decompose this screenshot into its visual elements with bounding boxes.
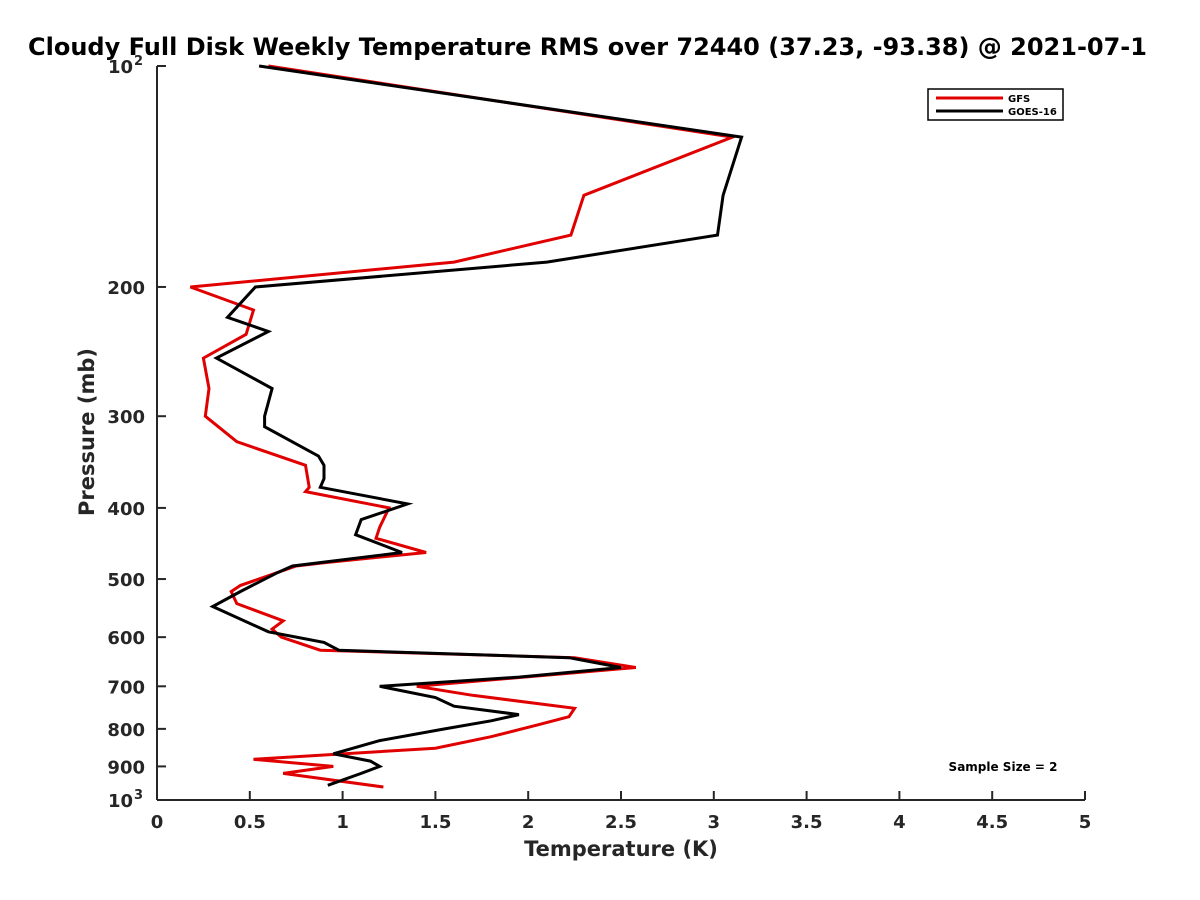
legend-label: GFS	[1008, 94, 1030, 105]
y-tick-label: 900	[107, 757, 145, 778]
chart-title: Cloudy Full Disk Weekly Temperature RMS …	[28, 33, 1147, 61]
series-group	[189, 64, 744, 789]
y-tick-label: 700	[107, 677, 145, 698]
y-tick-label: 300	[107, 407, 145, 428]
y-tick-base: 10	[108, 791, 133, 812]
legend-box	[927, 88, 1064, 121]
axes-background	[157, 66, 1085, 800]
legend: GFS GOES-16	[927, 88, 1064, 121]
y-tick-label: 500	[107, 570, 145, 591]
plot-area: 0 0.5 1 1.5 2 2.5 3 3.5 4 4.5 5 10 2200300400500600…	[107, 54, 1091, 833]
y-tick-label: 200	[107, 278, 145, 299]
x-tick-label: 1.5	[419, 812, 451, 833]
sample-size-annotation: Sample Size = 2	[949, 760, 1058, 774]
x-tick-label: 3	[708, 812, 721, 833]
x-tick-label: 0	[151, 812, 164, 833]
x-tick-label: 5	[1079, 812, 1092, 833]
x-tick-label: 3.5	[791, 812, 823, 833]
y-tick-label: 600	[107, 628, 145, 649]
y-tick-exponent: 2	[134, 54, 143, 69]
legend-label: GOES-16	[1008, 107, 1057, 118]
x-tick-label: 4.5	[976, 812, 1008, 833]
y-tick-label: 10	[108, 57, 133, 78]
x-axis-label: Temperature (K)	[524, 837, 718, 861]
y-axis-label: Pressure (mb)	[75, 348, 99, 516]
y-tick-exponent: 3	[134, 788, 143, 803]
y-tick-base: 10	[108, 57, 133, 78]
x-tick-label: 2.5	[605, 812, 637, 833]
x-tick-label: 0.5	[234, 812, 266, 833]
series-line-goes-16	[209, 64, 744, 787]
x-tick-label: 4	[893, 812, 906, 833]
y-tick-label: 800	[107, 720, 145, 741]
x-axis-ticks: 0 0.5 1 1.5 2 2.5 3 3.5 4 4.5 5	[151, 791, 1092, 833]
x-tick-label: 2	[522, 812, 535, 833]
x-tick-label: 1	[336, 812, 349, 833]
y-tick-label: 400	[107, 499, 145, 520]
y-tick-label: 10	[108, 791, 133, 812]
